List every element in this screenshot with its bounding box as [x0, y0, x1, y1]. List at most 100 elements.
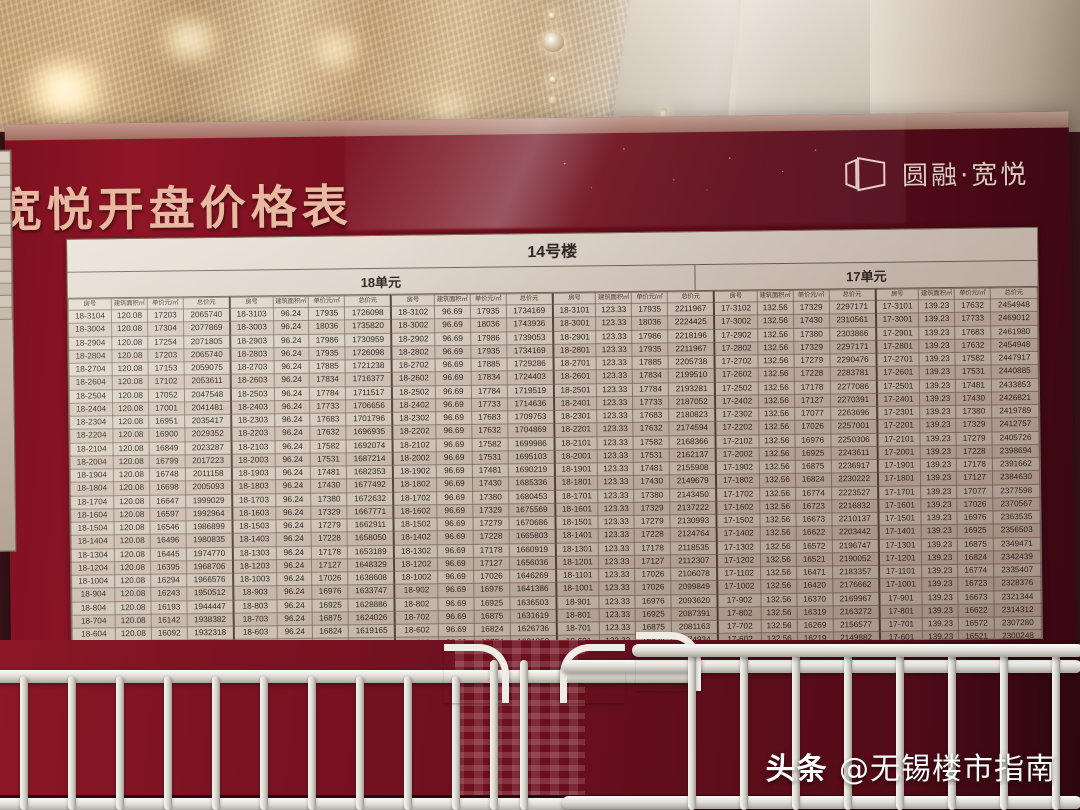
total-price-cell: 2461980	[990, 324, 1038, 339]
area-cell: 132.56	[759, 513, 796, 528]
unit-price-cell: 16572	[796, 539, 833, 554]
column-header: 单价元/㎡	[147, 297, 184, 310]
unit-number-cell: 18-1904	[70, 468, 114, 483]
unit-number-cell: 18-1003	[233, 572, 277, 587]
unit-price-cell: 17052	[148, 388, 185, 403]
total-price-cell: 2469012	[990, 311, 1038, 326]
unit-price-cell: 17178	[956, 457, 993, 472]
unit-price-cell: 16976	[794, 433, 831, 448]
unit-number-cell: 17-2501	[876, 379, 920, 394]
unit-number-cell: 17-1502	[716, 513, 760, 528]
ceiling	[0, 0, 1080, 132]
total-price-cell: 2349471	[993, 536, 1041, 551]
unit-number-cell: 17-2901	[875, 326, 920, 341]
total-price-cell: 2224425	[667, 315, 715, 330]
unit-price-cell: 17430	[472, 477, 509, 491]
column-header: 建筑面积㎡	[595, 292, 632, 304]
area-cell: 120.08	[113, 481, 150, 496]
ceiling-light-glow	[10, 60, 120, 120]
total-price-cell: 2363007	[0, 247, 12, 260]
area-cell: 132.56	[759, 526, 797, 541]
area-cell: 123.33	[597, 462, 634, 477]
total-price-cell: 1636503	[509, 595, 557, 610]
area-cell: 96.69	[435, 398, 472, 412]
unit-number-cell: 18-2104	[70, 442, 114, 456]
unit-price-cell: 17254	[147, 335, 184, 350]
area-cell: 123.33	[596, 329, 633, 344]
total-price-cell: 2143450	[669, 487, 717, 502]
unit-number-cell: 18-3002	[391, 319, 435, 333]
unit-number-cell: 18-2004	[70, 455, 114, 470]
unit-price-cell: 16698	[149, 481, 186, 495]
total-price-cell: 2203442	[831, 525, 879, 540]
watermark-account: @无锡楼市指南	[839, 752, 1056, 787]
area-cell: 123.33	[598, 555, 635, 569]
ceiling-spotlight	[549, 76, 557, 84]
total-price-cell: 2433853	[991, 377, 1039, 392]
total-price-cell: 2011158	[185, 467, 232, 482]
total-price-cell: 2029352	[184, 427, 232, 442]
unit-price-cell: 16572	[958, 616, 995, 631]
total-price-cell: 2211967	[667, 302, 715, 317]
unit-price-cell: 17178	[311, 545, 348, 560]
unit-number-cell: 18-3104	[68, 309, 112, 324]
area-cell: 139.23	[918, 299, 955, 314]
unit-price-cell: 16622	[795, 526, 832, 540]
total-price-cell: 1631619	[509, 609, 557, 623]
total-price-cell: 1999029	[185, 493, 233, 508]
unit-number-cell: 17-1601	[878, 498, 922, 513]
total-price-cell: 2174594	[668, 421, 716, 436]
total-price-cell: 2303866	[829, 326, 877, 341]
unit-number-cell: 17-1302	[717, 540, 761, 555]
total-price-cell: 2137222	[669, 501, 717, 515]
total-price-cell: 1641386	[509, 582, 557, 597]
unit-price-cell: 16395	[150, 560, 187, 575]
unit-price-cell: 17834	[309, 373, 346, 387]
area-cell: 132.56	[757, 301, 794, 316]
unit-number-cell: 18-2403	[230, 400, 275, 415]
total-price-cell: 2363535	[992, 510, 1041, 525]
unit-number-cell: 17-2201	[877, 419, 921, 433]
unit-number-cell: 17-2302	[715, 407, 759, 422]
area-cell: 139.23	[921, 511, 958, 526]
unit-number-cell: 18-1502	[393, 517, 438, 532]
unit-price-cell: 16900	[148, 428, 185, 442]
price-table-sheet: 14号楼 18单元 17单元 房号 建筑面积㎡ 单价元/㎡ 总价元 房号 建筑面积㎡ 单价元…	[66, 226, 1043, 651]
total-price-cell: 2230222	[831, 472, 878, 487]
adjacent-price-column: 总价元2390116240417723971432390115238306923…	[0, 151, 13, 321]
unit-number-cell: 18-1701	[554, 489, 599, 504]
unit-number-cell: 18-3102	[391, 305, 435, 320]
unit-price-cell: 17582	[310, 439, 347, 454]
unit-number-cell: 18-2501	[553, 383, 597, 398]
area-cell: 123.33	[595, 303, 632, 318]
total-price-cell: 2326871	[0, 307, 13, 320]
unit-number-cell: 18-602	[395, 623, 439, 638]
area-cell: 120.08	[112, 402, 149, 416]
ceiling-panel	[732, 0, 892, 132]
area-cell: 120.08	[112, 362, 149, 376]
unit-number-cell: 17-902	[717, 593, 761, 608]
area-cell: 96.24	[275, 559, 313, 573]
column-header: 房号	[714, 290, 758, 303]
unit-price-cell: 17683	[471, 410, 508, 425]
list-item: 2333898	[0, 295, 12, 308]
column-header: 总价元	[505, 293, 553, 305]
column-header: 房号	[229, 296, 273, 309]
area-cell: 123.33	[599, 608, 636, 622]
area-cell: 132.56	[760, 539, 797, 554]
area-cell: 139.23	[921, 564, 958, 579]
unit-number-cell: 17-1701	[877, 485, 922, 500]
total-price-cell: 2168366	[669, 434, 716, 449]
area-cell: 96.24	[272, 307, 309, 322]
area-cell: 123.33	[599, 621, 636, 636]
area-cell: 96.69	[438, 623, 475, 638]
unit-number-cell: 18-1901	[554, 462, 598, 477]
unit-number-cell: 18-1602	[393, 504, 437, 519]
area-cell: 96.69	[435, 371, 472, 386]
unit-price-cell: 17127	[794, 393, 831, 408]
unit-price-cell: 17935	[631, 302, 668, 317]
unit-price-cell: 17935	[632, 342, 669, 357]
unit-price-cell: 16951	[148, 414, 185, 429]
area-cell: 132.56	[757, 314, 794, 329]
